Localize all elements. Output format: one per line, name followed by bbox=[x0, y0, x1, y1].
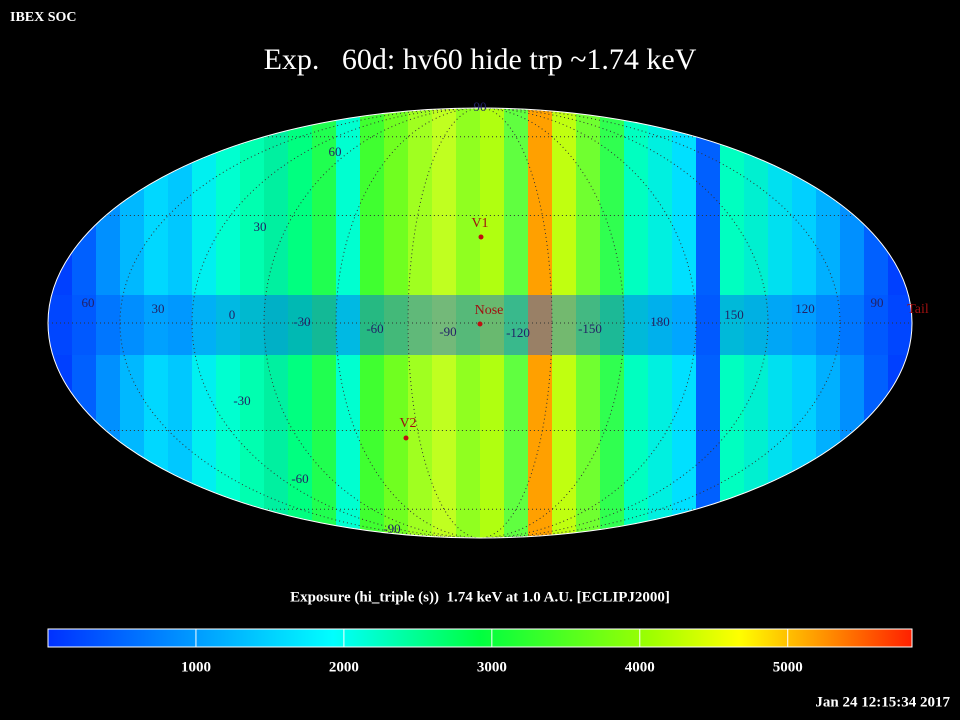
latitude-label: -30 bbox=[233, 393, 250, 408]
longitude-label: -120 bbox=[506, 325, 530, 340]
title: Exp. 60d: hv60 hide trp ~1.74 keV bbox=[264, 43, 697, 76]
colorbar-tick-label: 5000 bbox=[773, 659, 803, 675]
marker-label: Tail bbox=[907, 302, 929, 317]
colorbar-tick-label: 3000 bbox=[477, 659, 507, 675]
latitude-label: 30 bbox=[254, 219, 267, 234]
marker-dot bbox=[478, 234, 484, 240]
map-labels: 90 60 30 -30 -60 -90 60 30 0 -30 -60 -90 -120 -150 180… bbox=[82, 99, 929, 536]
latitude-label: -90 bbox=[383, 521, 400, 536]
longitude-label: 150 bbox=[724, 307, 744, 322]
longitude-label: -150 bbox=[578, 321, 602, 336]
marker-dot bbox=[477, 321, 483, 327]
marker-label: V2 bbox=[399, 416, 416, 431]
longitude-label: 180 bbox=[650, 314, 670, 329]
latitude-label: 90 bbox=[474, 99, 487, 114]
timestamp: Jan 24 12:15:34 2017 bbox=[815, 694, 950, 710]
marker-label: V1 bbox=[471, 216, 488, 231]
colorbar-tick-label: 2000 bbox=[329, 659, 359, 675]
map-border bbox=[47, 107, 913, 539]
longitude-label: 120 bbox=[795, 301, 815, 316]
longitude-label: 0 bbox=[229, 307, 236, 322]
longitude-label: -30 bbox=[293, 314, 310, 329]
colorbar-ticks: 1000 2000 3000 4000 5000 bbox=[181, 629, 803, 675]
marker-label: Nose bbox=[475, 303, 504, 318]
latitude-label: 60 bbox=[329, 144, 342, 159]
latitude-label: -60 bbox=[291, 471, 308, 486]
longitude-label: 30 bbox=[152, 301, 165, 316]
longitude-label: 90 bbox=[871, 295, 884, 310]
longitude-label: -60 bbox=[366, 321, 383, 336]
colorbar-tick-label: 1000 bbox=[181, 659, 211, 675]
colorbar bbox=[47, 628, 913, 648]
colorbar-title: Exposure (hi_triple (s)) 1.74 keV at 1.0… bbox=[290, 589, 670, 605]
longitude-label: 60 bbox=[82, 295, 95, 310]
longitude-label: -90 bbox=[439, 324, 456, 339]
marker-dot bbox=[403, 435, 409, 441]
colorbar-tick-label: 4000 bbox=[625, 659, 655, 675]
org: IBEX SOC bbox=[10, 10, 77, 25]
